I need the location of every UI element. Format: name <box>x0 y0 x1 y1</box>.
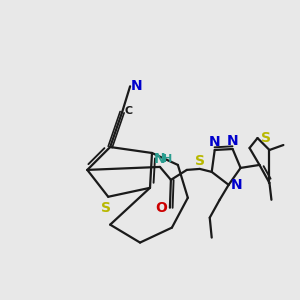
Text: S: S <box>261 131 271 145</box>
Text: O: O <box>156 201 167 215</box>
Text: N: N <box>154 152 166 166</box>
Text: N: N <box>131 79 142 93</box>
Text: S: S <box>101 201 111 215</box>
Text: S: S <box>195 154 205 168</box>
Text: C: C <box>124 106 133 116</box>
Text: N: N <box>227 134 239 148</box>
Text: H: H <box>163 154 172 164</box>
Text: N: N <box>209 135 220 148</box>
Text: N: N <box>230 178 242 192</box>
